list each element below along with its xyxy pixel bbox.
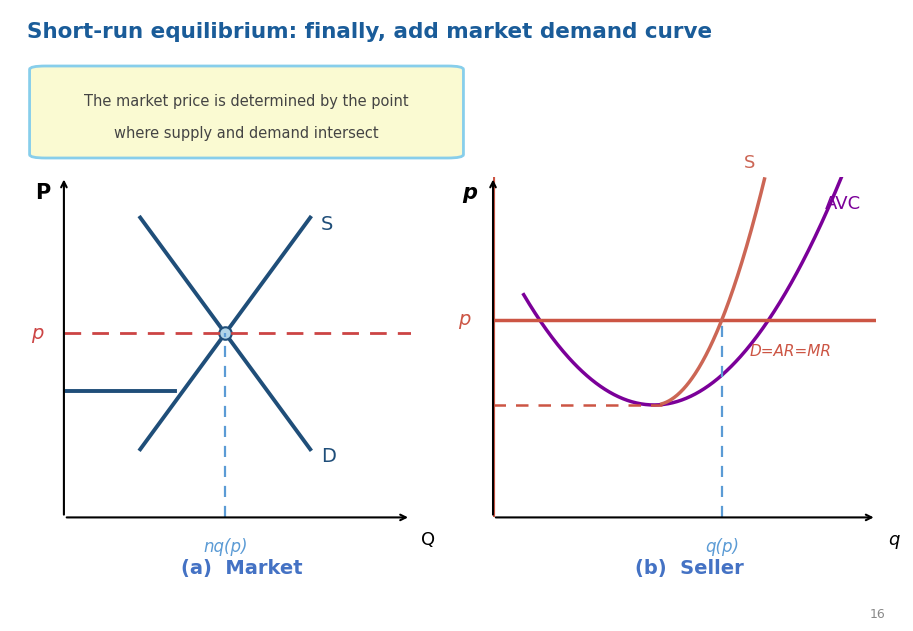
Text: 16: 16 (870, 608, 886, 622)
Text: P: P (35, 184, 50, 203)
Text: q: q (888, 531, 899, 549)
Text: p: p (463, 184, 477, 203)
Text: p: p (31, 324, 43, 343)
Text: D: D (320, 447, 335, 466)
Text: Short-run equilibrium: finally, add market demand curve: Short-run equilibrium: finally, add mark… (27, 22, 712, 42)
Text: S: S (320, 215, 333, 234)
Text: (b)  Seller: (b) Seller (635, 559, 744, 578)
Text: The market price is determined by the point: The market price is determined by the po… (84, 94, 409, 109)
Text: where supply and demand intersect: where supply and demand intersect (114, 126, 379, 141)
FancyBboxPatch shape (29, 66, 464, 158)
Text: AVC: AVC (825, 195, 861, 213)
Text: q(p): q(p) (705, 538, 739, 556)
Text: D=AR=MR: D=AR=MR (750, 344, 832, 358)
Text: Q: Q (421, 531, 436, 549)
Text: (a)  Market: (a) Market (181, 559, 303, 578)
Text: nq(p): nq(p) (203, 538, 247, 556)
Text: p: p (457, 310, 470, 329)
Text: S: S (743, 154, 755, 172)
